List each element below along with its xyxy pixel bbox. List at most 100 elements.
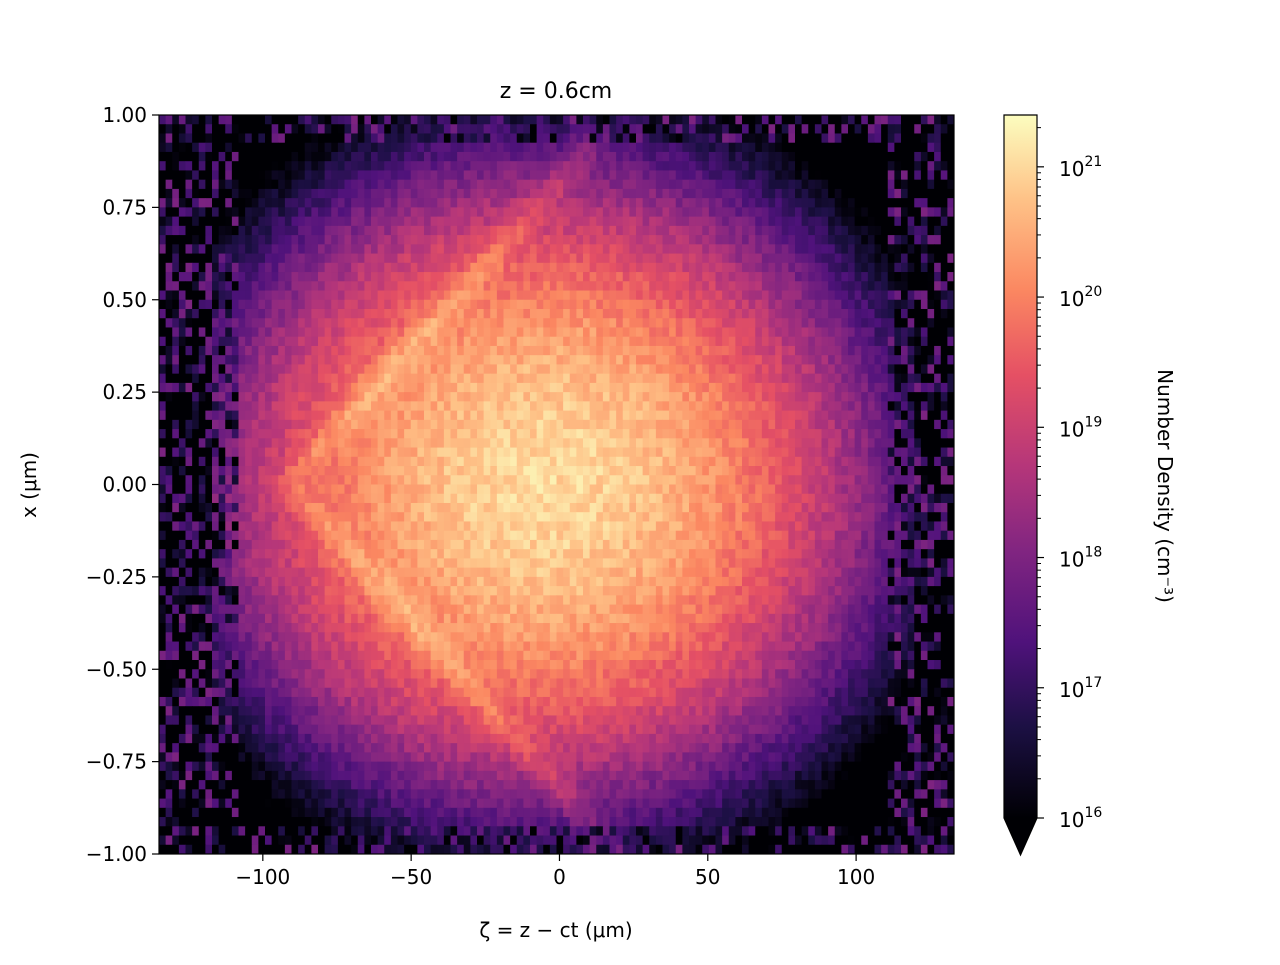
heatmap-cell [881,179,889,190]
heatmap-cell [669,438,677,448]
heatmap-cell [410,272,418,282]
heatmap-cell [940,290,948,301]
heatmap-cell [662,392,670,402]
heatmap-cell [477,447,485,458]
heatmap-cell [410,142,418,153]
heatmap-cell [364,299,372,310]
heatmap-cell [450,179,458,190]
heatmap-cell [914,170,922,181]
heatmap-cell [364,225,372,236]
heatmap-cell [258,244,266,254]
heatmap-cell [848,161,856,171]
heatmap-cell [748,124,756,134]
heatmap-cell [278,170,286,181]
heatmap-cell [424,133,432,144]
heatmap-cell [920,327,928,338]
heatmap-cell [218,133,226,144]
heatmap-cell [914,244,922,254]
heatmap-cell [596,410,604,421]
heatmap-cell [470,133,478,144]
heatmap-cell [318,281,326,291]
heatmap-cell [536,161,544,171]
heatmap-cell [291,225,299,236]
heatmap-cell [457,355,465,365]
heatmap-cell [828,355,836,365]
heatmap-cell [715,419,723,430]
heatmap-cell [337,382,345,393]
heatmap-cell [304,493,312,504]
heatmap-cell [390,133,398,144]
heatmap-cell [848,410,856,421]
heatmap-cell [404,207,412,218]
heatmap-cell [205,151,213,162]
heatmap-cell [834,272,842,282]
heatmap-cell [894,142,902,153]
heatmap-cell [324,161,332,171]
heatmap-cell [331,133,339,144]
heatmap-cell [463,151,471,162]
heatmap-cell [311,466,319,476]
heatmap-cell [384,161,392,171]
heatmap-cell [569,225,577,236]
heatmap-cell [761,115,769,125]
heatmap-cell [669,364,677,375]
heatmap-cell [178,318,186,328]
heatmap-cell [602,235,610,245]
heatmap-cell [258,429,266,439]
heatmap-cell [417,456,425,467]
heatmap-cell [795,170,803,181]
heatmap-cell [225,188,233,199]
heatmap-cell [722,336,730,347]
heatmap-cell [636,198,644,208]
heatmap-cell [867,198,875,208]
heatmap-cell [424,438,432,448]
heatmap-cell [874,419,882,430]
heatmap-cell [841,188,849,199]
heatmap-cell [278,290,286,301]
heatmap-cell [318,179,326,190]
heatmap-cell [669,419,677,430]
heatmap-cell [728,336,736,347]
heatmap-cell [589,475,597,485]
heatmap-cell [470,235,478,245]
heatmap-cell [616,188,624,199]
heatmap-cell [828,475,836,485]
heatmap-cell [311,364,319,375]
heatmap-cell [159,225,167,236]
heatmap-cell [602,207,610,218]
heatmap-cell [470,115,478,125]
heatmap-cell [371,179,379,190]
heatmap-cell [258,161,266,171]
heatmap-cell [536,327,544,338]
heatmap-cell [642,484,650,495]
heatmap-cell [510,410,518,421]
heatmap-cell [271,225,279,236]
heatmap-cell [172,382,180,393]
heatmap-cell [371,345,379,356]
heatmap-cell [318,373,326,384]
heatmap-cell [265,438,273,448]
heatmap-cell [867,133,875,144]
heatmap-cell [669,161,677,171]
heatmap-cell [304,456,312,467]
heatmap-cell [490,438,498,448]
heatmap-cell [649,290,657,301]
heatmap-cell [867,253,875,264]
heatmap-cell [530,438,538,448]
heatmap-cell [602,364,610,375]
heatmap-cell [735,133,743,144]
heatmap-cell [887,244,895,254]
heatmap-cell [801,327,809,338]
heatmap-cell [841,151,849,162]
heatmap-cell [609,124,617,134]
heatmap-cell [761,419,769,430]
heatmap-cell [384,484,392,495]
heatmap-cell [934,225,942,236]
heatmap-cell [583,308,591,319]
heatmap-cell [536,355,544,365]
heatmap-cell [629,475,637,485]
heatmap-cell [616,124,624,134]
heatmap-cell [278,115,286,125]
heatmap-cell [563,493,571,504]
heatmap-cell [450,475,458,485]
